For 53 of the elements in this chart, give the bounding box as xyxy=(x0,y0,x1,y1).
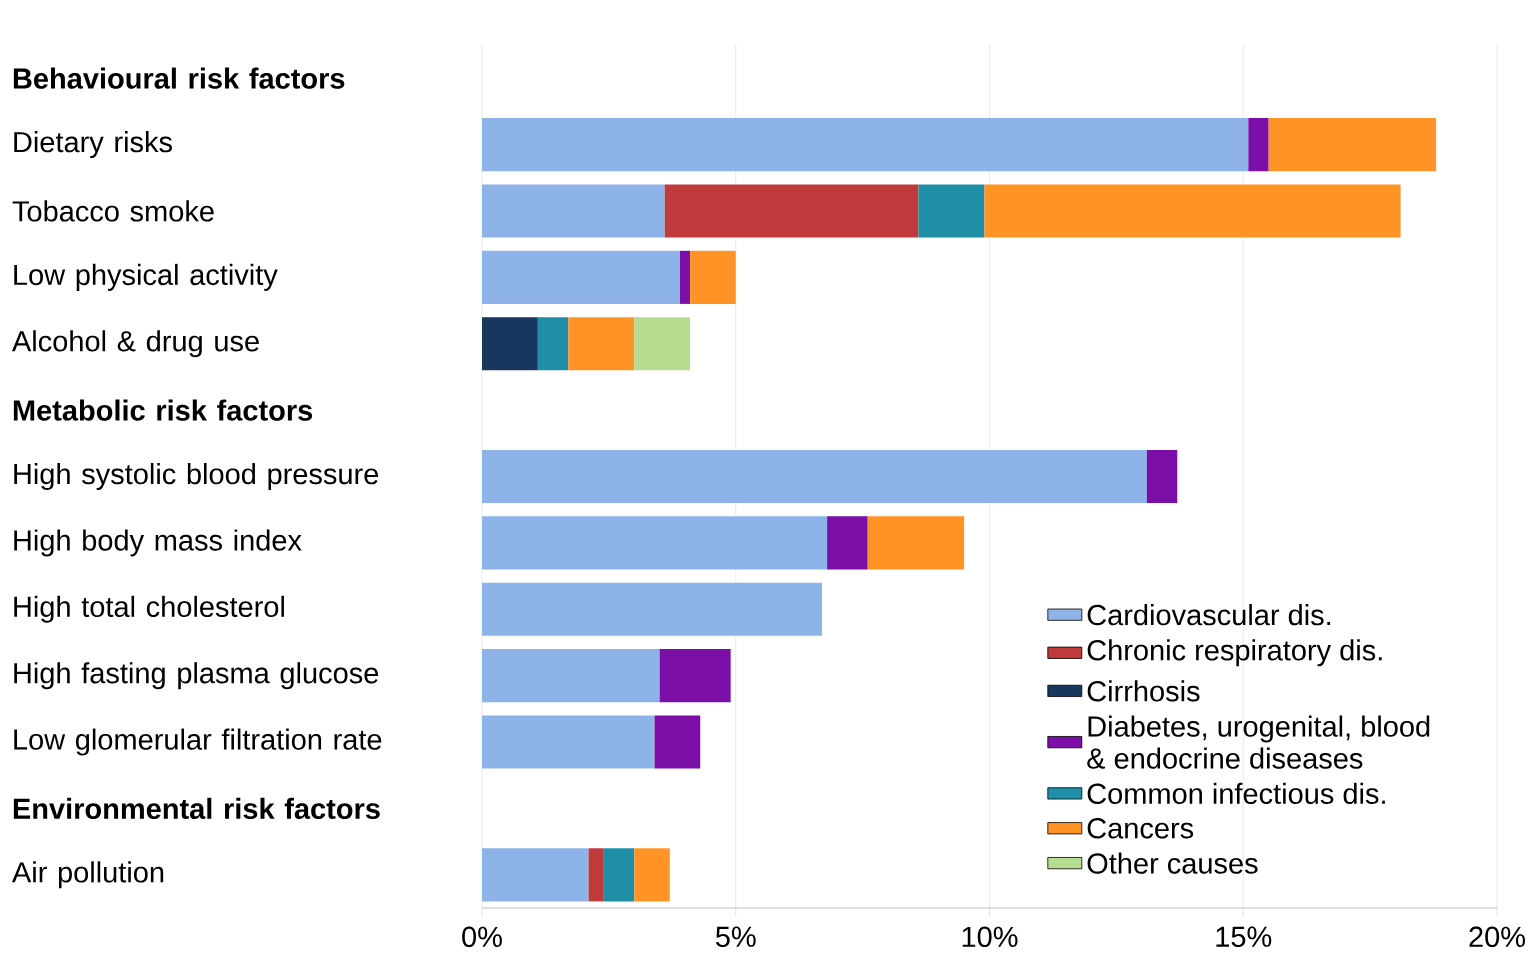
x-tick-label: 10% xyxy=(962,926,1018,948)
legend-label: Cancers xyxy=(1087,817,1194,839)
bar xyxy=(482,848,589,902)
bar xyxy=(482,118,1249,172)
bar xyxy=(482,449,1147,504)
legend-label: Cirrhosis xyxy=(1087,680,1200,702)
bar xyxy=(679,250,691,304)
bar xyxy=(984,184,1401,238)
y-tick-label: High body mass index xyxy=(14,529,302,557)
bar xyxy=(659,649,731,703)
legend-label: Diabetes, urogenital, blood & endocrine diseases xyxy=(1087,715,1430,769)
bar xyxy=(588,848,604,902)
bar xyxy=(1248,118,1269,172)
bar xyxy=(482,250,680,304)
y-tick-label: Dietary risks xyxy=(14,131,172,159)
bar xyxy=(537,317,569,371)
x-tick-label: 15% xyxy=(1216,926,1272,947)
y-tick-label: Environmental risk factors xyxy=(13,797,380,820)
bar xyxy=(482,516,828,570)
bar xyxy=(1146,449,1178,504)
y-tick-label: Low glomerular filtration rate xyxy=(14,728,382,756)
x-tick-label: 5% xyxy=(715,926,756,947)
legend-label: Cardiovascular dis. xyxy=(1087,604,1331,626)
bar xyxy=(482,184,665,238)
x-tick-label: 20% xyxy=(1469,926,1525,948)
bar xyxy=(568,317,635,371)
bar xyxy=(827,516,868,570)
y-tick-label: High systolic blood pressure xyxy=(14,463,379,491)
bar xyxy=(1268,118,1437,172)
bar xyxy=(867,516,965,570)
legend-label: Common infectious dis. xyxy=(1087,782,1385,805)
y-tick-label: High total cholesterol xyxy=(14,595,284,623)
bar xyxy=(690,250,736,304)
bar xyxy=(634,317,691,371)
bar xyxy=(603,848,635,902)
y-tick-label: Tobacco smoke xyxy=(12,200,214,222)
x-tick-label: 0% xyxy=(462,926,502,948)
bar xyxy=(482,582,823,636)
bar xyxy=(634,848,670,902)
legend-label: Chronic respiratory dis. xyxy=(1087,639,1382,667)
bar xyxy=(664,184,919,238)
bar xyxy=(654,715,701,769)
y-tick-label: High fasting plasma glucose xyxy=(14,662,379,690)
bar xyxy=(918,184,985,238)
y-tick-label: Air pollution xyxy=(11,861,164,889)
bar xyxy=(482,715,655,769)
legend-label: Other causes xyxy=(1087,852,1258,874)
y-tick-label: Metabolic risk factors xyxy=(13,399,313,421)
y-tick-label: Behavioural risk factors xyxy=(13,67,345,89)
y-tick-label: Alcohol & drug use xyxy=(11,330,259,358)
y-tick-label: Low physical activity xyxy=(14,263,278,291)
bar xyxy=(482,317,538,371)
bar xyxy=(482,649,660,703)
